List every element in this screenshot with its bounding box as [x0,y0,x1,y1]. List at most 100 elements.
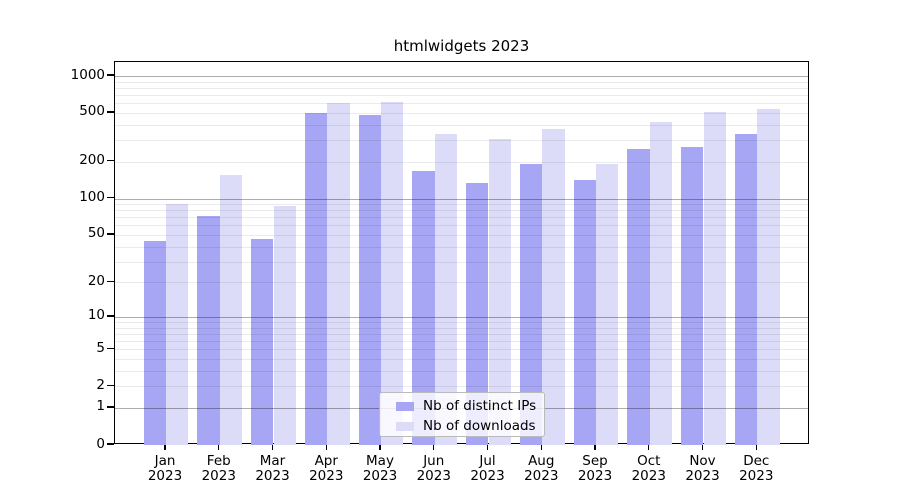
x-tick-mark-aug [540,445,542,450]
bar-distinct-ips-sep [573,179,596,445]
x-tick-label-jan: Jan 2023 [147,453,183,484]
bar-downloads-sep [596,163,619,445]
minor-gridline-8 [115,327,808,329]
minor-gridline-90 [115,204,808,206]
y-tick-label-1: 1 [96,398,105,415]
bar-distinct-ips-oct [627,149,650,445]
x-tick-label-sep: Sep 2023 [577,453,613,484]
bar-downloads-may [381,101,404,445]
y-tick-mark-10 [107,315,114,317]
x-tick-mark-jun [433,445,435,450]
bar-downloads-feb [219,175,243,445]
minor-gridline-50 [115,234,808,236]
major-gridline-10 [115,316,808,318]
y-tick-mark-500 [107,111,114,113]
y-tick-label-20: 20 [87,272,105,289]
bar-downloads-mar [273,206,296,445]
minor-gridline-700 [115,95,808,97]
bar-distinct-ips-jul [466,183,489,445]
x-tick-label-feb: Feb 2023 [201,453,236,484]
minor-gridline-9 [115,322,808,324]
minor-gridline-5 [115,349,808,351]
major-gridline-1000 [115,76,808,77]
bar-distinct-ips-feb [197,215,220,445]
x-tick-label-mar: Mar 2023 [255,453,290,484]
bar-distinct-ips-jun [412,171,435,445]
bar-downloads-dec [757,109,780,445]
x-tick-mark-feb [218,445,220,450]
minor-gridline-500 [115,112,808,114]
minor-gridline-60 [115,225,808,227]
bar-downloads-nov [703,112,726,445]
bar-distinct-ips-jan [143,240,166,445]
legend-swatch-downloads [396,421,414,431]
legend-item-distinct-ips: Nb of distinct IPs [380,396,544,416]
x-tick-mark-sep [594,445,596,450]
x-tick-label-dec: Dec 2023 [739,453,774,484]
minor-gridline-3 [115,370,808,372]
minor-gridline-400 [115,124,808,126]
x-tick-mark-apr [325,445,327,450]
bar-downloads-aug [542,128,565,445]
bar-downloads-jul [488,139,511,445]
minor-gridline-200 [115,161,808,163]
x-tick-mark-dec [755,445,757,450]
bar-distinct-ips-dec [734,134,758,445]
x-tick-mark-jul [486,445,489,450]
y-tick-mark-0 [107,443,114,445]
minor-gridline-800 [115,87,808,89]
y-tick-label-10: 10 [87,307,105,324]
minor-gridline-6 [115,341,808,343]
y-tick-label-50: 50 [87,225,105,242]
minor-gridline-80 [115,210,808,212]
bar-distinct-ips-mar [251,239,274,445]
bar-downloads-jan [166,204,189,445]
minor-gridline-40 [115,246,808,248]
bar-downloads-oct [649,122,673,445]
y-tick-label-0: 0 [96,435,105,452]
y-tick-label-500: 500 [79,103,105,120]
y-tick-mark-100 [107,196,114,199]
y-tick-mark-50 [107,233,114,235]
y-tick-label-200: 200 [79,152,105,169]
y-tick-label-100: 100 [79,189,105,205]
legend: Nb of distinct IPs Nb of downloads [379,392,545,437]
gridlines-layer [115,62,808,443]
legend-item-downloads: Nb of downloads [380,416,544,436]
plot-area [114,61,809,445]
y-tick-mark-2 [107,384,114,386]
x-tick-label-aug: Aug 2023 [524,453,559,484]
minor-gridline-7 [115,333,808,335]
y-tick-mark-20 [107,280,114,282]
legend-label: Nb of downloads [423,418,536,434]
major-gridline-100 [115,198,808,200]
x-tick-label-nov: Nov 2023 [685,453,720,484]
minor-gridline-900 [115,81,808,83]
x-tick-mark-oct [648,445,650,450]
x-tick-label-may: May 2023 [362,453,398,484]
y-tick-label-5: 5 [96,339,105,356]
bars-layer [115,62,808,445]
legend-swatch-distinct-ips [396,401,414,411]
y-tick-mark-1 [107,406,114,408]
y-tick-label-2: 2 [96,376,105,393]
y-tick-mark-1000 [107,74,114,76]
minor-gridline-30 [115,261,808,263]
legend-label: Nb of distinct IPs [423,398,537,414]
bar-distinct-ips-aug [519,163,543,445]
minor-gridline-600 [115,103,808,105]
bar-distinct-ips-nov [681,146,704,445]
x-tick-label-jun: Jun 2023 [416,453,451,484]
minor-gridline-300 [115,140,808,142]
x-tick-mark-nov [701,445,704,450]
bar-distinct-ips-may [358,115,381,445]
bar-downloads-apr [327,103,350,445]
x-tick-mark-mar [271,445,274,450]
minor-gridline-4 [115,359,808,361]
bar-downloads-jun [434,134,458,445]
x-tick-label-oct: Oct 2023 [631,453,666,484]
y-tick-mark-5 [107,347,114,349]
bar-distinct-ips-apr [304,112,328,445]
x-tick-label-apr: Apr 2023 [309,453,344,484]
